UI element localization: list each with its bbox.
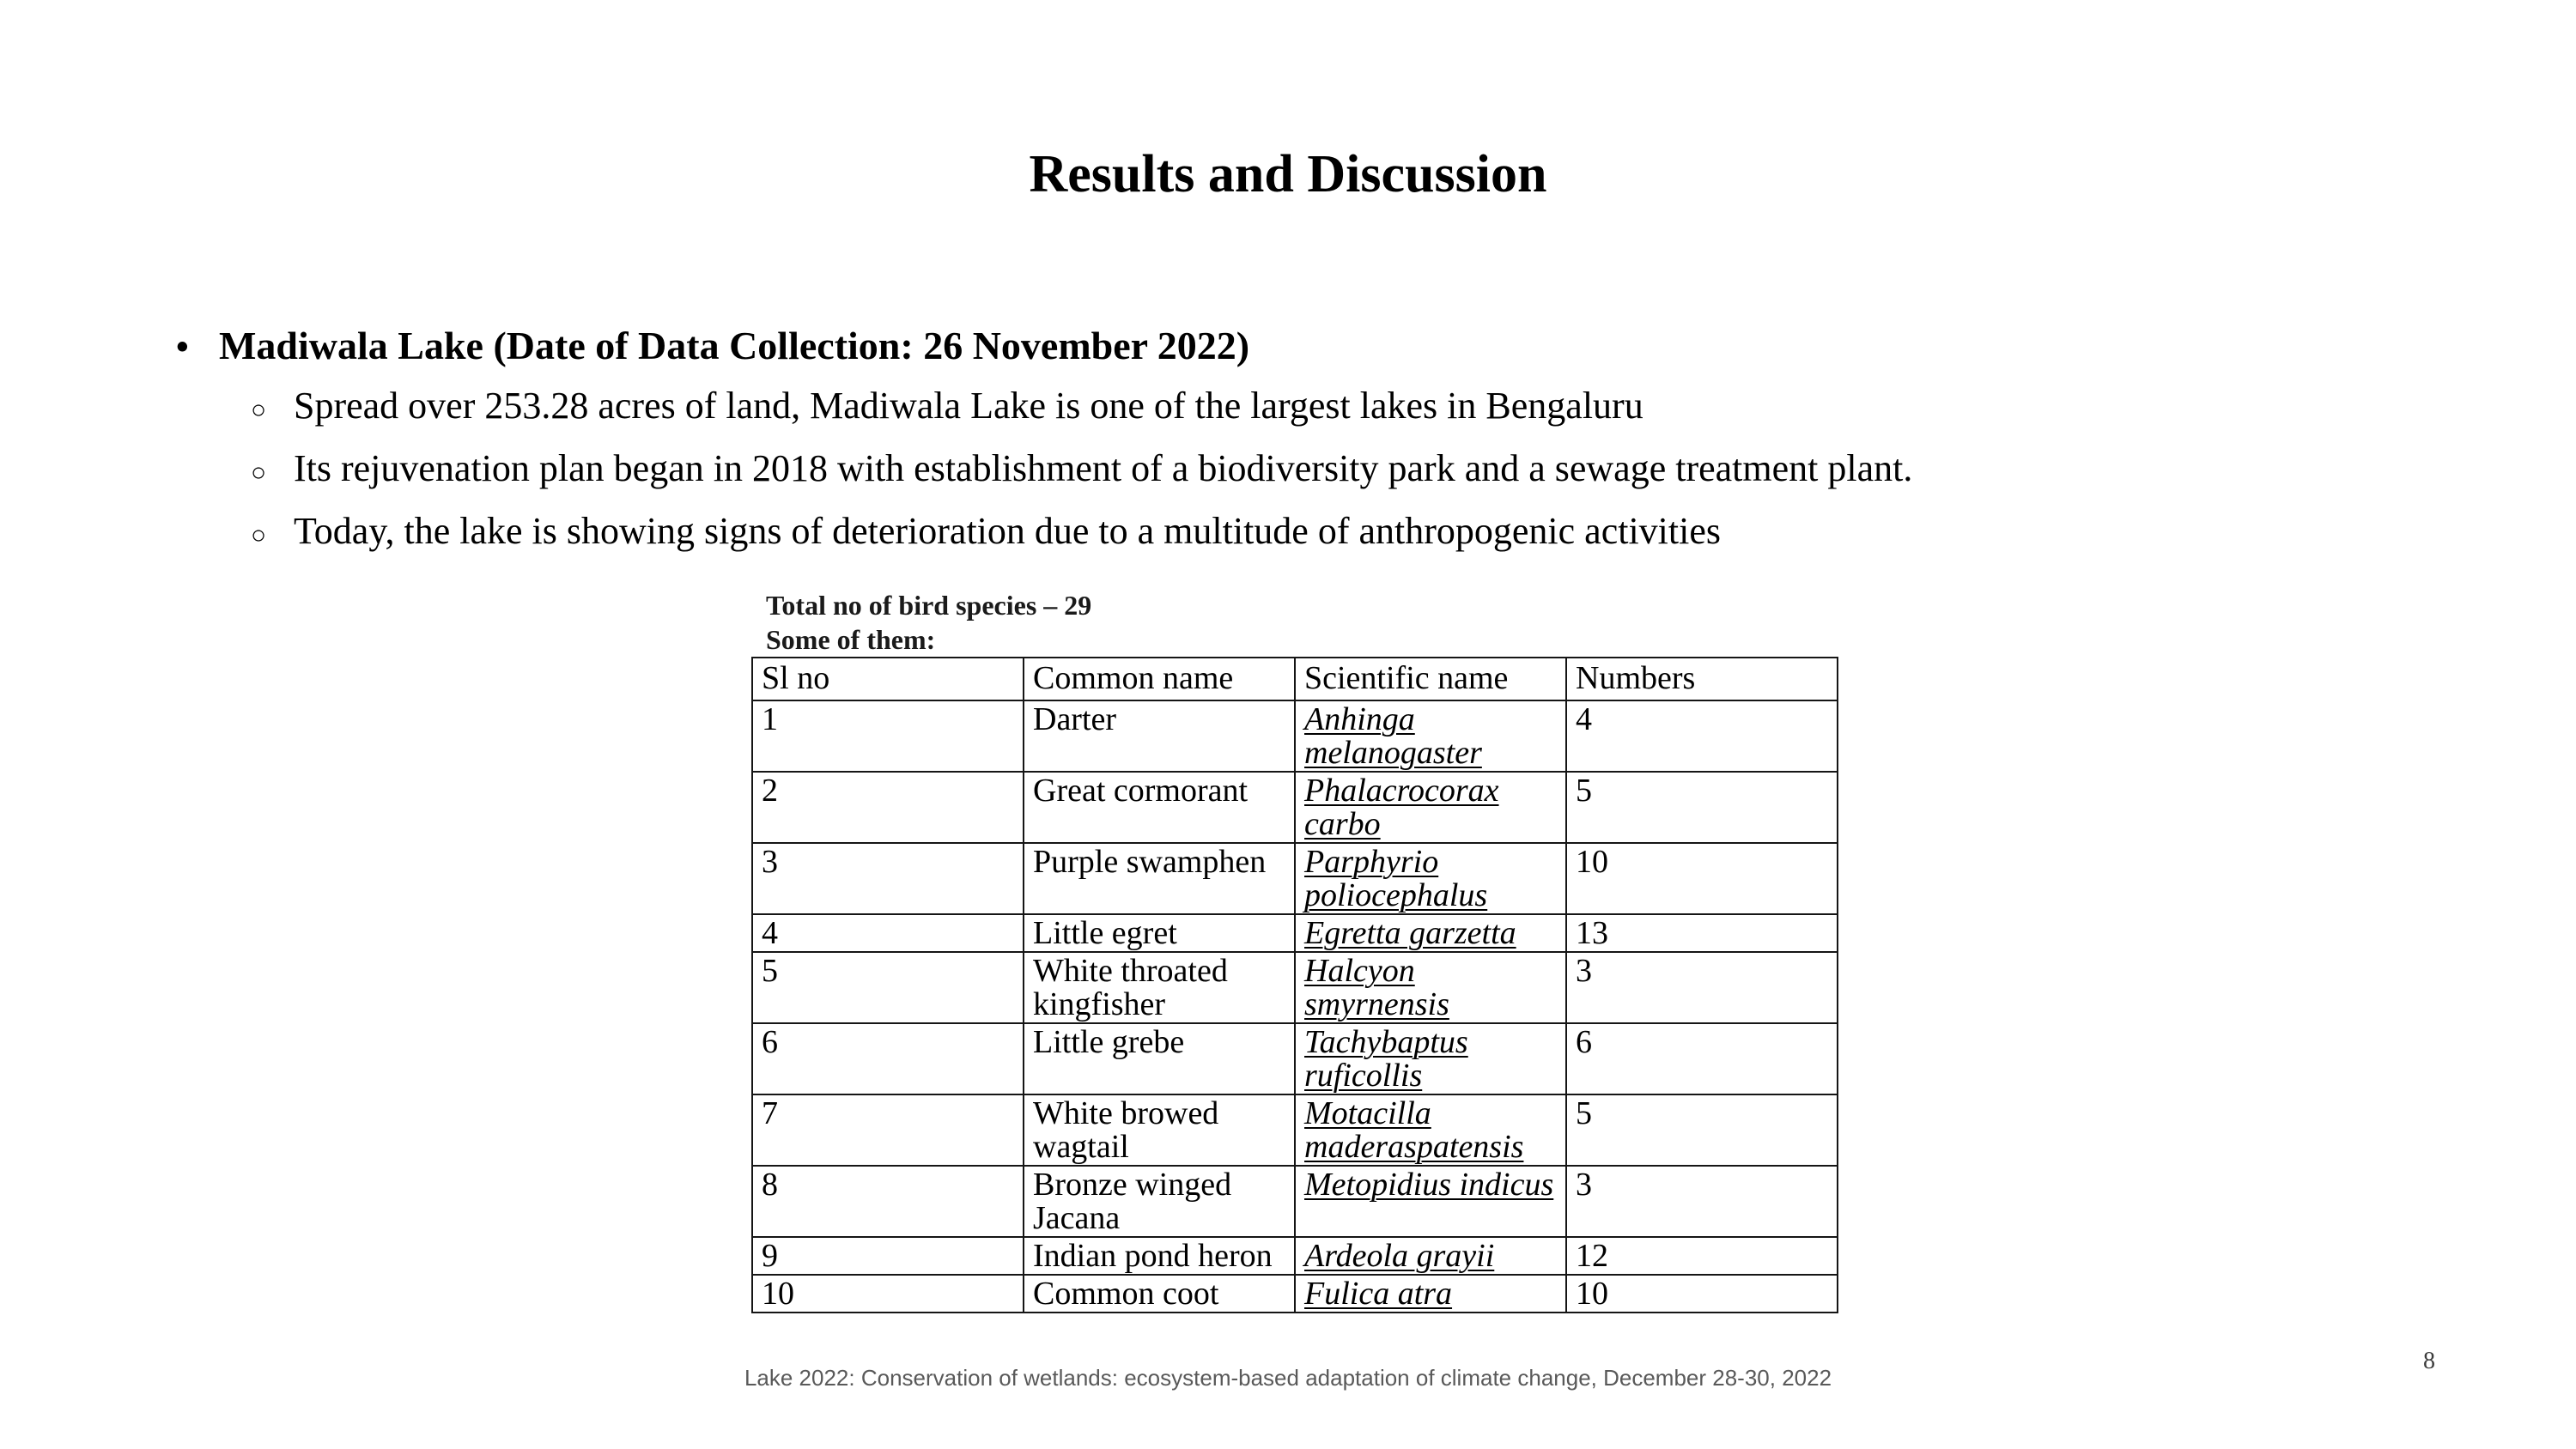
main-bullet-text: Madiwala Lake (Date of Data Collection: …: [219, 324, 1250, 367]
scientific-name-cell: Metopidius indicus: [1294, 1165, 1567, 1238]
sl-no-cell: 2: [751, 771, 1024, 844]
numbers-cell: 3: [1565, 951, 1838, 1024]
sl-no-cell: 3: [751, 842, 1024, 915]
scientific-name-text: Anhinga melanogaster: [1304, 701, 1482, 771]
table-row: 6 Little grebe Tachybaptus ruficollis 6: [751, 1022, 1838, 1095]
sl-no-cell: 1: [751, 700, 1024, 773]
table-row: 5 White throated kingfisher Halcyon smyrne…: [751, 951, 1838, 1024]
sl-no-cell: 5: [751, 951, 1024, 1024]
table-row: 9 Indian pond heron Ardeola grayii 12: [751, 1236, 1838, 1276]
circle-bullet-icon: ○: [251, 396, 267, 424]
sl-no-cell: 4: [751, 913, 1024, 953]
bullet-icon: •: [176, 328, 189, 367]
scientific-name-text: Parphyrio poliocephalus: [1304, 844, 1488, 913]
numbers-cell: 13: [1565, 913, 1838, 953]
common-name-cell: Purple swamphen: [1023, 842, 1296, 915]
sl-no-cell: 9: [751, 1236, 1024, 1276]
scientific-name-cell: Motacilla maderaspatensis: [1294, 1094, 1567, 1167]
scientific-name-text: Metopidius indicus: [1304, 1167, 1554, 1203]
circle-bullet-icon: ○: [251, 458, 267, 487]
header-common-name: Common name: [1023, 657, 1296, 701]
sub-bullet-list: ○ Spread over 253.28 acres of land, Madi…: [176, 383, 2443, 559]
bird-table-head: Sl no Common name Scientific name Number…: [751, 657, 1838, 701]
common-name-cell: White browed wagtail: [1023, 1094, 1296, 1167]
header-numbers: Numbers: [1565, 657, 1838, 701]
table-row: 1 Darter Anhinga melanogaster 4: [751, 700, 1838, 773]
numbers-cell: 5: [1565, 771, 1838, 844]
scientific-name-cell: Parphyrio poliocephalus: [1294, 842, 1567, 915]
sl-no-cell: 10: [751, 1274, 1024, 1313]
table-header-row: Sl no Common name Scientific name Number…: [751, 657, 1838, 701]
bird-species-table: Sl no Common name Scientific name Number…: [751, 657, 1838, 1313]
numbers-cell: 6: [1565, 1022, 1838, 1095]
numbers-cell: 10: [1565, 1274, 1838, 1313]
header-scientific-name: Scientific name: [1294, 657, 1567, 701]
sub-bullet-item: ○ Today, the lake is showing signs of de…: [176, 508, 2443, 559]
numbers-cell: 10: [1565, 842, 1838, 915]
slide-title: Results and Discussion: [1029, 145, 1547, 203]
circle-bullet-icon: ○: [251, 521, 267, 549]
common-name-cell: Common coot: [1023, 1274, 1296, 1313]
table-row: 10 Common coot Fulica atra 10: [751, 1274, 1838, 1313]
footer-conference-note: Lake 2022: Conservation of wetlands: eco…: [744, 1365, 1832, 1391]
sub-bullet-item: ○ Spread over 253.28 acres of land, Madi…: [176, 383, 2443, 433]
scientific-name-text: Fulica atra: [1304, 1276, 1453, 1312]
bird-table-block: Total no of bird species – 29 Some of th…: [751, 588, 1838, 1313]
scientific-name-cell: Ardeola grayii: [1294, 1236, 1567, 1276]
scientific-name-text: Egretta garzetta: [1304, 915, 1516, 951]
sub-bullet-text: Its rejuvenation plan began in 2018 with…: [294, 447, 1913, 489]
numbers-cell: 4: [1565, 700, 1838, 773]
scientific-name-cell: Phalacrocorax carbo: [1294, 771, 1567, 844]
header-sl-no: Sl no: [751, 657, 1024, 701]
scientific-name-text: Tachybaptus ruficollis: [1304, 1024, 1468, 1094]
scientific-name-cell: Fulica atra: [1294, 1274, 1567, 1313]
sl-no-cell: 6: [751, 1022, 1024, 1095]
bird-table-body: 1 Darter Anhinga melanogaster 4 2 Great cormo…: [751, 700, 1838, 1313]
scientific-name-text: Phalacrocorax carbo: [1304, 773, 1499, 842]
common-name-cell: White throated kingfisher: [1023, 951, 1296, 1024]
common-name-cell: Little egret: [1023, 913, 1296, 953]
numbers-cell: 5: [1565, 1094, 1838, 1167]
table-row: 2 Great cormorant Phalacrocorax carbo 5: [751, 771, 1838, 844]
common-name-cell: Indian pond heron: [1023, 1236, 1296, 1276]
numbers-cell: 12: [1565, 1236, 1838, 1276]
numbers-cell: 3: [1565, 1165, 1838, 1238]
sub-bullet-item: ○ Its rejuvenation plan began in 2018 wi…: [176, 446, 2443, 496]
sl-no-cell: 8: [751, 1165, 1024, 1238]
sl-no-cell: 7: [751, 1094, 1024, 1167]
table-intro-line-2: Some of them:: [766, 624, 936, 655]
sub-bullet-text: Spread over 253.28 acres of land, Madiwa…: [294, 385, 1643, 427]
scientific-name-text: Halcyon smyrnensis: [1304, 953, 1449, 1022]
table-row: 8 Bronze winged Jacana Metopidius indicus 3: [751, 1165, 1838, 1238]
table-row: 4 Little egret Egretta garzetta 13: [751, 913, 1838, 953]
table-intro-line-1: Total no of bird species – 29: [766, 590, 1092, 621]
scientific-name-cell: Anhinga melanogaster: [1294, 700, 1567, 773]
page-number: 8: [2423, 1348, 2435, 1374]
table-row: 7 White browed wagtail Motacilla maderaspa…: [751, 1094, 1838, 1167]
common-name-cell: Darter: [1023, 700, 1296, 773]
main-bullet-item: • Madiwala Lake (Date of Data Collection…: [176, 321, 2443, 373]
table-row: 3 Purple swamphen Parphyrio poliocephalus 1…: [751, 842, 1838, 915]
sub-bullet-text: Today, the lake is showing signs of dete…: [294, 510, 1722, 552]
common-name-cell: Great cormorant: [1023, 771, 1296, 844]
scientific-name-cell: Halcyon smyrnensis: [1294, 951, 1567, 1024]
scientific-name-text: Motacilla maderaspatensis: [1304, 1095, 1524, 1165]
common-name-cell: Little grebe: [1023, 1022, 1296, 1095]
scientific-name-cell: Egretta garzetta: [1294, 913, 1567, 953]
scientific-name-text: Ardeola grayii: [1304, 1238, 1495, 1274]
bullet-content: • Madiwala Lake (Date of Data Collection…: [176, 321, 2443, 571]
common-name-cell: Bronze winged Jacana: [1023, 1165, 1296, 1238]
scientific-name-cell: Tachybaptus ruficollis: [1294, 1022, 1567, 1095]
